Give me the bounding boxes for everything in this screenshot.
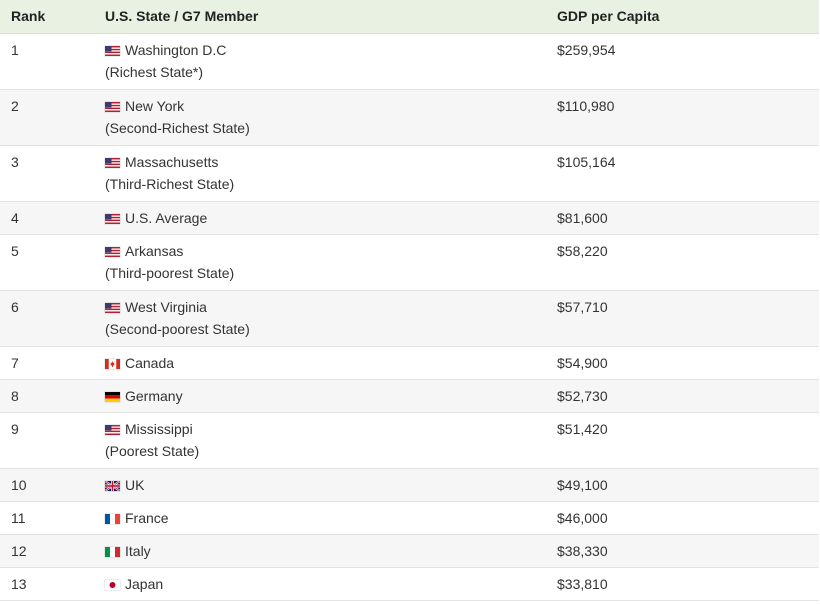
name-cell: Japan: [94, 567, 546, 600]
column-header-gdp[interactable]: GDP per Capita: [546, 0, 819, 34]
name-cell: Mississippi (Poorest State): [94, 412, 546, 468]
gdp-cell: $33,810: [557, 575, 608, 592]
gdp-cell: $58,220: [557, 242, 608, 259]
gdp-cell: $57,710: [557, 298, 608, 315]
table-row: 4 U.S. Average $81,600: [0, 201, 819, 234]
uk-flag-icon: [105, 480, 120, 491]
entity-note: (Poorest State): [105, 442, 200, 459]
column-header-rank[interactable]: Rank: [0, 0, 94, 34]
table-row: 8 Germany $52,730: [0, 379, 819, 412]
gdp-cell: $259,954: [557, 41, 616, 58]
entity-name: UK: [125, 476, 145, 493]
name-cell: Italy: [94, 534, 546, 567]
table-header: Rank U.S. State / G7 Member GDP per Capi…: [0, 0, 819, 34]
name-cell: Arkansas (Third-poorest State): [94, 234, 546, 290]
gdp-cell: $54,900: [557, 354, 608, 371]
gdp-cell: $52,730: [557, 387, 608, 404]
entity-name: Arkansas: [125, 242, 184, 259]
entity-note: (Third-poorest State): [105, 264, 235, 281]
name-cell: Washington D.C (Richest State*): [94, 33, 546, 89]
rank-cell: 2: [11, 97, 19, 114]
rank-cell: 11: [11, 509, 26, 526]
name-cell: France: [94, 501, 546, 534]
us-flag-icon: [105, 157, 120, 168]
gdp-cell: $49,100: [557, 476, 608, 493]
entity-name: France: [125, 509, 169, 526]
us-flag-icon: [105, 101, 120, 112]
entity-name: Canada: [125, 354, 175, 371]
gdp-cell: $51,420: [557, 420, 608, 437]
table-row: 6 West Virginia (Second-poorest State) $57,…: [0, 290, 819, 346]
name-cell: West Virginia (Second-poorest State): [94, 290, 546, 346]
us-flag-icon: [105, 246, 120, 257]
name-cell: New York (Second-Richest State): [94, 89, 546, 145]
france-flag-icon: [105, 513, 120, 524]
header-row: Rank U.S. State / G7 Member GDP per Capi…: [0, 0, 819, 34]
rank-cell: 6: [11, 298, 19, 315]
rank-cell: 9: [11, 420, 19, 437]
table-body: 1 Washington D.C (Richest State*) $259,954 2…: [0, 33, 819, 600]
entity-note: (Second-poorest State): [105, 320, 250, 337]
entity-note: (Second-Richest State): [105, 119, 250, 136]
entity-name: Massachusetts: [125, 153, 219, 170]
rank-cell: 4: [11, 209, 19, 226]
entity-name: Washington D.C: [125, 41, 227, 58]
entity-name: U.S. Average: [125, 209, 208, 226]
rank-cell: 10: [11, 476, 27, 493]
table-row: 11 France $46,000: [0, 501, 819, 534]
us-flag-icon: [105, 302, 120, 313]
rank-cell: 1: [11, 41, 19, 58]
table-row: 13 Japan $33,810: [0, 567, 819, 600]
us-flag-icon: [105, 424, 120, 435]
rank-cell: 8: [11, 387, 19, 404]
table-row: 5 Arkansas (Third-poorest State) $58,220: [0, 234, 819, 290]
us-flag-icon: [105, 45, 120, 56]
rank-cell: 5: [11, 242, 19, 259]
table-row: 1 Washington D.C (Richest State*) $259,954: [0, 33, 819, 89]
gdp-cell: $110,980: [557, 97, 615, 114]
germany-flag-icon: [105, 391, 120, 402]
table-row: 2 New York (Second-Richest State) $110,980: [0, 89, 819, 145]
gdp-cell: $105,164: [557, 153, 616, 170]
table-row: 3 Massachusetts (Third-Richest State) $105,…: [0, 145, 819, 201]
name-cell: Germany: [94, 379, 546, 412]
italy-flag-icon: [105, 546, 120, 557]
table-row: 9 Mississippi (Poorest State) $51,420: [0, 412, 819, 468]
canada-flag-icon: [105, 358, 120, 369]
entity-name: New York: [125, 97, 185, 114]
rank-cell: 12: [11, 542, 27, 559]
gdp-cell: $81,600: [557, 209, 608, 226]
table-row: 12 Italy $38,330: [0, 534, 819, 567]
entity-note: (Third-Richest State): [105, 175, 235, 192]
name-cell: Canada: [94, 346, 546, 379]
entity-name: Mississippi: [125, 420, 193, 437]
gdp-cell: $46,000: [557, 509, 608, 526]
entity-note: (Richest State*): [105, 63, 204, 80]
table-row: 10 UK $49,100: [0, 468, 819, 501]
column-header-name[interactable]: U.S. State / G7 Member: [94, 0, 546, 34]
entity-name: Germany: [125, 387, 183, 404]
rank-cell: 3: [11, 153, 19, 170]
entity-name: Italy: [125, 542, 151, 559]
gdp-cell: $38,330: [557, 542, 608, 559]
name-cell: Massachusetts (Third-Richest State): [94, 145, 546, 201]
us-flag-icon: [105, 213, 120, 224]
rank-cell: 7: [11, 354, 19, 371]
name-cell: U.S. Average: [94, 201, 546, 234]
name-cell: UK: [94, 468, 546, 501]
japan-flag-icon: [105, 579, 120, 590]
rank-cell: 13: [11, 575, 27, 592]
entity-name: Japan: [125, 575, 164, 592]
table-row: 7 Canada $54,900: [0, 346, 819, 379]
entity-name: West Virginia: [125, 298, 207, 315]
